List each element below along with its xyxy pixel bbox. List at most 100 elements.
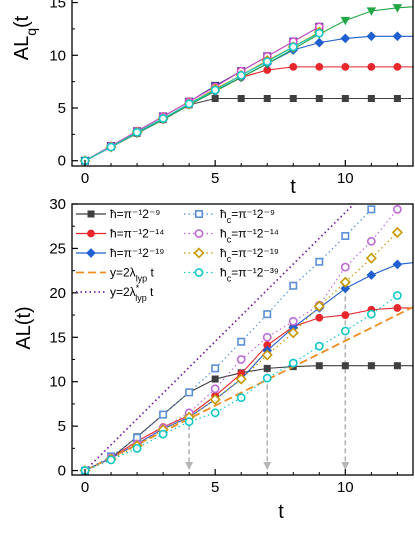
data-point — [315, 95, 323, 103]
data-point — [365, 252, 377, 264]
legend-label: ħc=π⁻¹2⁻¹⁹ — [220, 246, 279, 264]
guide-arrow-head — [263, 462, 272, 470]
data-point — [392, 291, 402, 300]
data-point — [341, 231, 350, 240]
data-point — [341, 95, 349, 103]
data-point — [366, 7, 377, 16]
data-point — [367, 62, 376, 71]
data-point — [340, 326, 350, 336]
data-point — [393, 362, 401, 370]
data-point — [263, 310, 272, 319]
x-tick-label: 10 — [337, 170, 354, 187]
legend-swatch-marker — [193, 247, 205, 259]
data-point — [211, 364, 220, 373]
data-point — [236, 355, 246, 364]
data-point — [158, 114, 168, 123]
legend: ħ=π⁻¹2⁻⁹ ħ=π⁻¹2⁻¹⁴ ħ=π⁻¹2⁻¹⁹ y=2λlyp ty=2λ*… — [76, 207, 279, 303]
x-tick-label: 0 — [81, 170, 89, 187]
data-point — [392, 204, 402, 214]
data-point — [211, 95, 219, 103]
legend-label: y=2λlyp t — [110, 266, 155, 284]
data-point — [341, 311, 350, 319]
legend-label: ħ=π⁻¹2⁻⁹ — [110, 207, 160, 221]
data-point — [366, 309, 376, 319]
data-point — [210, 85, 220, 95]
data-point — [366, 270, 377, 280]
data-point — [392, 259, 403, 270]
data-point — [237, 337, 246, 346]
data-point — [184, 417, 194, 427]
y-tick-label: 10 — [49, 47, 66, 64]
data-point — [366, 236, 376, 246]
y-tick-label: 15 — [49, 0, 66, 12]
data-point — [106, 455, 116, 465]
y-tick-label: 25 — [49, 240, 66, 257]
series-line — [84, 6, 413, 162]
axes-frame — [71, 203, 414, 476]
plot-area — [79, 4, 413, 166]
data-point — [185, 388, 194, 397]
y-tick-label: 5 — [58, 418, 66, 435]
data-point — [288, 316, 298, 326]
data-point — [313, 300, 325, 312]
data-point — [315, 313, 324, 322]
data-point — [340, 16, 351, 26]
data-point — [367, 95, 375, 103]
data-point — [340, 283, 351, 294]
data-point — [132, 127, 142, 137]
data-point — [235, 373, 247, 385]
data-point — [366, 31, 377, 42]
series-line — [84, 365, 413, 472]
legend-swatch-marker — [195, 210, 204, 219]
data-point — [132, 443, 142, 453]
data-point — [106, 142, 116, 152]
legend-label: ħc=π⁻¹2⁻¹⁴ — [220, 227, 279, 245]
data-point — [263, 95, 271, 103]
y-tick-label: 20 — [49, 285, 66, 302]
data-point — [184, 99, 194, 109]
y-tick-label: 10 — [49, 374, 66, 391]
y-tick-label: 30 — [49, 196, 66, 213]
data-point — [262, 57, 272, 66]
y-tick-label: 0 — [58, 153, 66, 170]
data-point — [262, 332, 272, 342]
y-axis-title: ALq(t — [11, 15, 39, 60]
data-point — [288, 358, 298, 368]
data-point — [315, 257, 324, 266]
data-point — [158, 429, 168, 439]
data-point — [315, 362, 323, 370]
legend-swatch-marker — [87, 210, 95, 218]
legend-label: y=2λ* lyp t — [110, 283, 154, 303]
data-point — [393, 62, 402, 71]
legend-label: ħ=π⁻¹2⁻¹⁴ — [110, 227, 164, 241]
data-point — [367, 205, 376, 214]
x-tick-label: 0 — [81, 479, 89, 496]
data-point — [237, 95, 245, 103]
data-point — [340, 33, 351, 44]
legend-swatch-marker — [86, 248, 96, 258]
data-point — [392, 4, 403, 13]
bottom-panel: 0 5 10051015202530tAL(t)ħ=π⁻¹2⁻⁹ħ=π⁻¹2⁻¹⁴ħ… — [13, 196, 414, 523]
legend-label: ħc=π⁻¹2⁻⁹ — [220, 207, 275, 225]
data-point — [288, 42, 298, 52]
series-line — [84, 204, 356, 472]
series-line — [84, 26, 320, 162]
data-point — [392, 31, 403, 42]
data-point — [393, 304, 402, 312]
x-tick-label: 5 — [211, 170, 219, 187]
data-point — [339, 276, 351, 288]
data-point — [340, 262, 350, 272]
data-point — [263, 364, 271, 372]
y-tick-label: 0 — [58, 463, 66, 480]
axes-frame — [71, 0, 414, 167]
data-point — [367, 362, 375, 370]
y-axis-title: AL(t) — [13, 306, 35, 349]
data-point — [289, 95, 297, 103]
data-point — [289, 62, 298, 71]
data-point — [287, 327, 299, 339]
data-point — [314, 28, 324, 38]
data-point — [210, 384, 220, 394]
legend-swatch-marker — [87, 229, 95, 238]
data-point — [341, 362, 349, 370]
